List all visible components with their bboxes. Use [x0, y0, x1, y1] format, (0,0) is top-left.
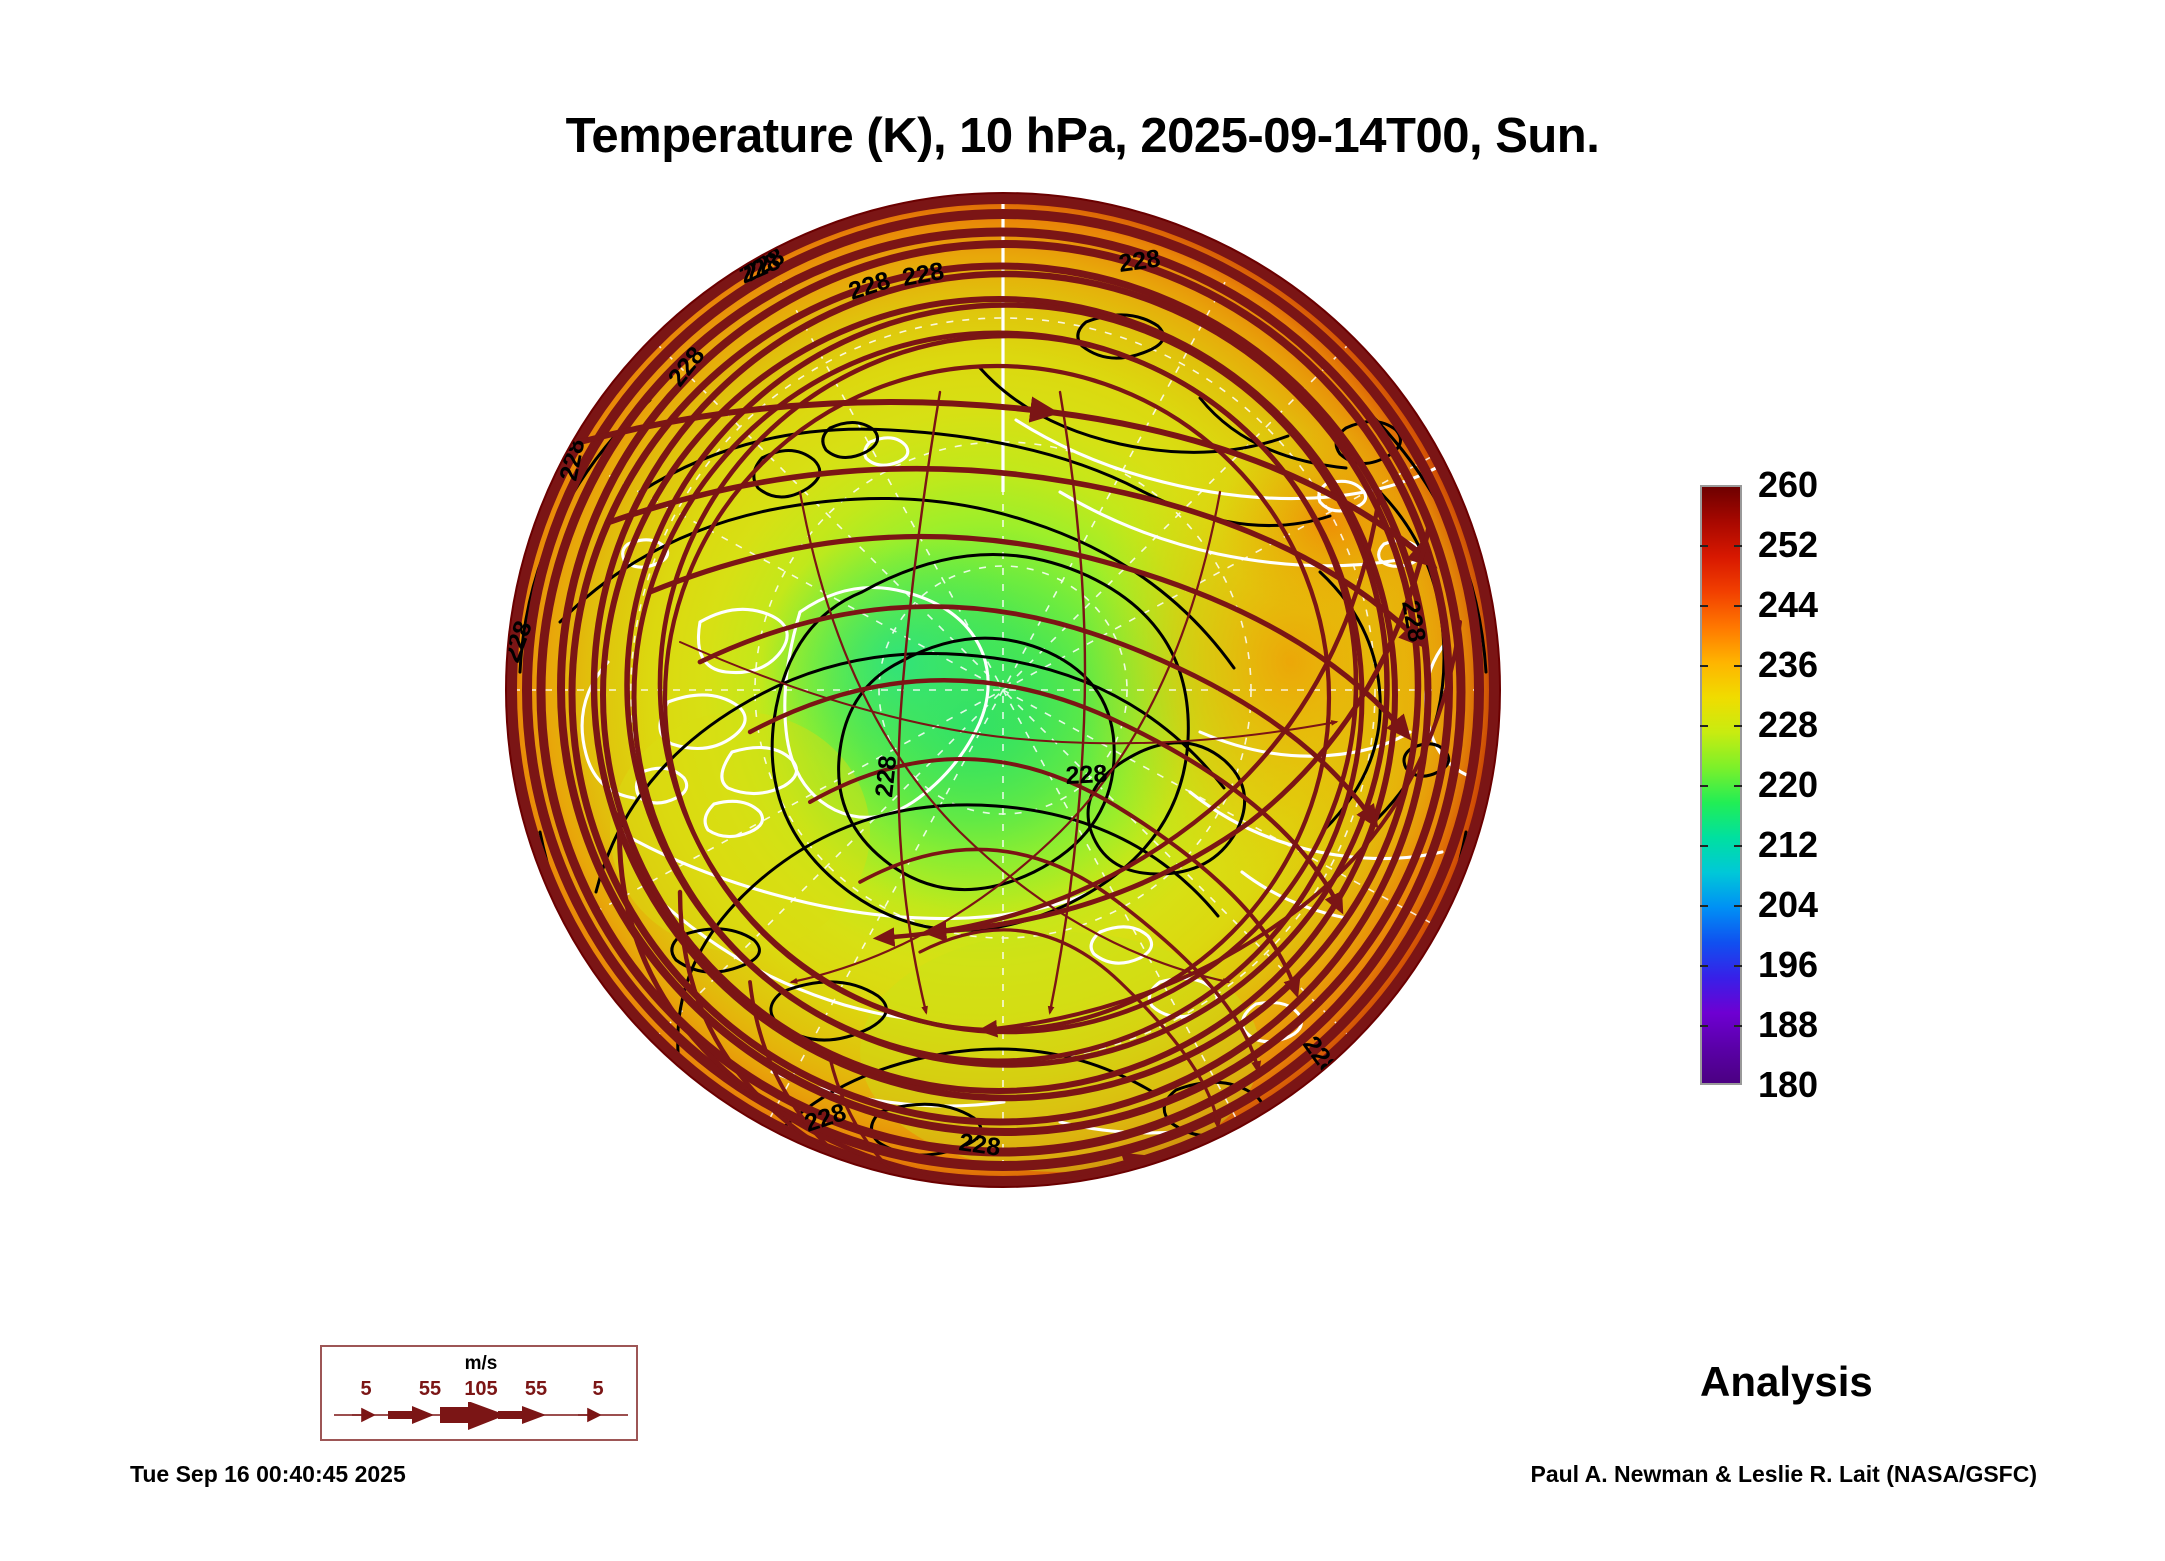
- colorbar-tick: [1700, 785, 1708, 787]
- colorbar-tick-label: 196: [1758, 944, 1819, 985]
- contour-label: 228: [1065, 760, 1108, 790]
- wind-arrow-scale: [334, 1402, 628, 1430]
- colorbar: 260 252 244 236 228 220 212 204 196 188 180: [1700, 467, 2000, 1103]
- contour-label: 228: [504, 936, 553, 986]
- colorbar-tick: [1700, 545, 1708, 547]
- colorbar-tick: [1700, 665, 1708, 667]
- analysis-label: Analysis: [1700, 1358, 1873, 1405]
- colorbar-tick: [1700, 845, 1708, 847]
- colorbar-labels: 260 252 244 236 228 220 212 204 196 188 180: [1758, 467, 1958, 1103]
- colorbar-tick: [1734, 1025, 1742, 1027]
- wind-value-105: 105: [464, 1378, 498, 1400]
- colorbar-tick: [1700, 965, 1708, 967]
- author-credit: Paul A. Newman & Leslie R. Lait (NASA/GS…: [1530, 1461, 2037, 1487]
- map-canvas: 228 228 228 228 228 228 228 228 228 228 …: [500, 192, 1501, 1188]
- wind-unit-label: m/s: [464, 1353, 498, 1374]
- wind-value-55-right: 55: [524, 1378, 548, 1400]
- wind-streamlines: [577, 390, 1462, 1187]
- colorbar-tick-label: 204: [1758, 884, 1819, 925]
- colorbar-tick: [1734, 785, 1742, 787]
- colorbar-tick-label: 212: [1758, 824, 1819, 865]
- polar-map: 228 228 228 228 228 228 228 228 228 228 …: [500, 192, 1506, 1198]
- contour-label: 228: [1117, 244, 1162, 278]
- colorbar-tick-label: 236: [1758, 644, 1819, 685]
- colorbar-tick: [1734, 965, 1742, 967]
- colorbar-tick-label: 260: [1758, 464, 1819, 505]
- wind-value-55-left: 55: [418, 1378, 442, 1400]
- colorbar-ticks: [1700, 485, 1742, 1085]
- yellow-region: [610, 712, 870, 952]
- colorbar-tick: [1734, 545, 1742, 547]
- colorbar-tick-label: 188: [1758, 1004, 1819, 1045]
- colorbar-tick-label: 220: [1758, 764, 1819, 805]
- map-field: 228 228 228 228 228 228 228 228 228 228 …: [500, 193, 1500, 1187]
- colorbar-tick-label: 244: [1758, 584, 1819, 625]
- colorbar-tick: [1700, 905, 1708, 907]
- colorbar-tick: [1734, 665, 1742, 667]
- contour-label: 228: [957, 1128, 1002, 1162]
- colorbar-tick-label: 252: [1758, 524, 1819, 565]
- colorbar-tick: [1700, 725, 1708, 727]
- colorbar-tick-label: 228: [1758, 704, 1819, 745]
- colorbar-tick: [1734, 725, 1742, 727]
- page-title: Temperature (K), 10 hPa, 2025-09-14T00, …: [565, 109, 1600, 163]
- colorbar-tick: [1734, 905, 1742, 907]
- generation-timestamp: Tue Sep 16 00:40:45 2025: [130, 1461, 406, 1487]
- jet-rim-streamlines: [506, 193, 1500, 1187]
- colorbar-tick-label: 180: [1758, 1064, 1819, 1105]
- wind-value-5-left: 5: [360, 1378, 372, 1400]
- colorbar-tick: [1700, 605, 1708, 607]
- wind-scale-legend: m/s 5 55 105 55 5: [320, 1345, 638, 1441]
- colorbar-tick: [1734, 845, 1742, 847]
- wind-value-5-right: 5: [592, 1378, 604, 1400]
- colorbar-tick: [1734, 605, 1742, 607]
- globe-outline: [505, 192, 1501, 1188]
- contour-label: 228: [500, 845, 502, 895]
- colorbar-tick: [1700, 1025, 1708, 1027]
- contour-label: 228: [870, 754, 902, 799]
